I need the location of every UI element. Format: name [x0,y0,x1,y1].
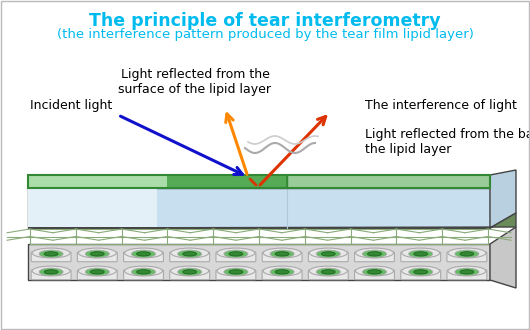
Ellipse shape [229,270,243,274]
Ellipse shape [414,252,428,256]
Ellipse shape [316,250,340,258]
Ellipse shape [455,268,479,276]
Polygon shape [28,213,516,228]
Ellipse shape [448,266,486,276]
FancyBboxPatch shape [355,252,394,262]
Ellipse shape [78,248,116,258]
Ellipse shape [178,268,202,276]
Ellipse shape [91,252,104,256]
Ellipse shape [263,266,301,276]
Bar [28,188,157,228]
Bar [28,244,490,280]
Ellipse shape [368,270,382,274]
Ellipse shape [414,270,428,274]
FancyBboxPatch shape [308,252,348,262]
Ellipse shape [131,268,155,276]
Ellipse shape [224,268,248,276]
Ellipse shape [321,252,335,256]
FancyBboxPatch shape [170,252,210,262]
FancyBboxPatch shape [77,252,117,262]
Ellipse shape [275,252,289,256]
FancyBboxPatch shape [77,270,117,280]
Bar [28,188,490,228]
Ellipse shape [91,270,104,274]
Ellipse shape [310,248,347,258]
Ellipse shape [125,248,162,258]
Bar [166,175,287,188]
FancyBboxPatch shape [123,252,163,262]
Ellipse shape [171,266,209,276]
Ellipse shape [178,250,202,258]
Ellipse shape [125,266,162,276]
Ellipse shape [270,268,294,276]
Text: The principle of tear interferometry: The principle of tear interferometry [89,12,441,30]
Ellipse shape [224,250,248,258]
Ellipse shape [131,250,155,258]
FancyBboxPatch shape [447,252,487,262]
FancyBboxPatch shape [308,270,348,280]
FancyBboxPatch shape [262,270,302,280]
Polygon shape [490,227,516,288]
Ellipse shape [460,270,474,274]
Text: Light reflected from the
surface of the lipid layer: Light reflected from the surface of the … [119,68,271,96]
Ellipse shape [137,252,151,256]
Ellipse shape [316,268,340,276]
FancyBboxPatch shape [401,252,440,262]
Ellipse shape [85,250,109,258]
Ellipse shape [356,248,393,258]
Polygon shape [490,170,516,228]
Ellipse shape [263,248,301,258]
FancyBboxPatch shape [447,270,487,280]
Ellipse shape [32,248,70,258]
Ellipse shape [270,250,294,258]
Text: (the interference pattern produced by the tear film lipid layer): (the interference pattern produced by th… [57,28,473,41]
Ellipse shape [217,266,255,276]
Bar [28,175,490,188]
Ellipse shape [32,266,70,276]
Ellipse shape [363,268,386,276]
Ellipse shape [363,250,386,258]
FancyBboxPatch shape [401,270,440,280]
Ellipse shape [310,266,347,276]
Bar [28,175,287,188]
Ellipse shape [460,252,474,256]
Ellipse shape [409,268,432,276]
FancyBboxPatch shape [355,270,394,280]
Ellipse shape [275,270,289,274]
Ellipse shape [402,266,440,276]
FancyBboxPatch shape [31,252,71,262]
FancyBboxPatch shape [216,252,256,262]
Ellipse shape [39,250,63,258]
Ellipse shape [183,252,197,256]
FancyBboxPatch shape [216,270,256,280]
Text: The interference of light: The interference of light [365,98,517,112]
FancyBboxPatch shape [31,270,71,280]
Ellipse shape [44,252,58,256]
Ellipse shape [85,268,109,276]
Ellipse shape [183,270,197,274]
Ellipse shape [137,270,151,274]
Text: Incident light: Incident light [30,98,112,112]
Bar [287,175,490,188]
FancyBboxPatch shape [262,252,302,262]
Ellipse shape [409,250,432,258]
Ellipse shape [39,268,63,276]
Ellipse shape [171,248,209,258]
Ellipse shape [78,266,116,276]
FancyBboxPatch shape [123,270,163,280]
Ellipse shape [368,252,382,256]
Ellipse shape [44,270,58,274]
Text: Light reflected from the back of
the lipid layer: Light reflected from the back of the lip… [365,128,530,156]
Ellipse shape [455,250,479,258]
Ellipse shape [321,270,335,274]
Ellipse shape [229,252,243,256]
Ellipse shape [217,248,255,258]
Ellipse shape [402,248,440,258]
FancyBboxPatch shape [170,270,210,280]
Ellipse shape [356,266,393,276]
Ellipse shape [448,248,486,258]
